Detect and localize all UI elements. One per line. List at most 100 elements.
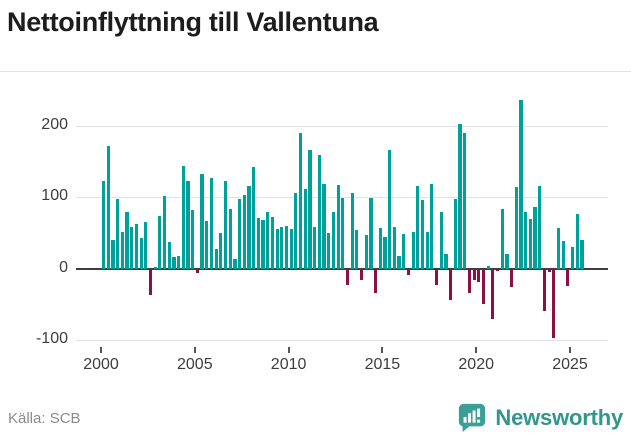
bar-2025-Q2[interactable] [575,213,579,269]
bar-2000-Q3[interactable] [111,240,115,269]
bar-2002-Q2[interactable] [144,222,148,269]
bar-2023-Q4[interactable] [547,269,551,272]
bar-2015-Q4[interactable] [397,255,401,269]
bar-2005-Q3[interactable] [205,220,209,269]
bar-2005-Q1[interactable] [195,269,199,274]
bar-2013-Q2[interactable] [350,192,354,269]
bar-2014-Q1[interactable] [364,235,368,269]
bar-2005-Q2[interactable] [200,173,204,269]
bar-2012-Q3[interactable] [336,185,340,269]
bar-2024-Q1[interactable] [552,269,556,339]
bar-2010-Q1[interactable] [289,229,293,269]
bar-2020-Q4[interactable] [491,269,495,320]
bar-2008-Q4[interactable] [266,212,270,269]
bar-2000-Q1[interactable] [102,181,106,269]
bar-2011-Q3[interactable] [317,155,321,269]
bar-2023-Q3[interactable] [542,269,547,312]
bar-2004-Q4[interactable] [191,210,195,269]
bar-2024-Q2[interactable] [556,227,561,269]
bar-2011-Q2[interactable] [313,226,317,269]
bar-2017-Q4[interactable] [434,269,439,285]
bar-2002-Q4[interactable] [153,267,157,269]
bar-2003-Q4[interactable] [172,257,176,269]
bar-2025-Q1[interactable] [571,246,575,269]
bar-2016-Q4[interactable] [416,186,420,269]
bar-2003-Q1[interactable] [158,215,162,269]
bar-2017-Q3[interactable] [430,184,434,269]
bar-2021-Q4[interactable] [510,269,514,287]
bar-2018-Q4[interactable] [453,199,457,269]
bar-2022-Q2[interactable] [519,99,523,269]
bar-2001-Q4[interactable] [134,224,139,269]
bar-2023-Q2[interactable] [538,186,542,269]
bar-2013-Q4[interactable] [359,269,364,280]
bar-2009-Q1[interactable] [270,216,275,269]
bar-2018-Q1[interactable] [439,212,443,269]
bar-2022-Q3[interactable] [524,212,528,269]
newsworthy-logo-link[interactable]: Newsworthy [457,402,623,433]
bar-2000-Q4[interactable] [116,198,120,269]
bar-2006-Q3[interactable] [223,180,228,269]
bar-2000-Q2[interactable] [106,146,110,269]
bar-2003-Q2[interactable] [162,195,167,269]
bar-2015-Q3[interactable] [392,227,396,269]
bar-2014-Q4[interactable] [378,227,382,269]
bar-2012-Q2[interactable] [331,211,335,269]
bar-2011-Q4[interactable] [322,184,326,269]
bar-2013-Q3[interactable] [355,230,359,269]
bar-2006-Q1[interactable] [214,249,218,269]
bar-2021-Q2[interactable] [500,209,504,269]
bar-2021-Q1[interactable] [495,269,500,272]
bar-2014-Q2[interactable] [369,197,373,269]
bar-2008-Q3[interactable] [261,220,265,269]
bar-2020-Q1[interactable] [477,269,481,282]
bar-2007-Q4[interactable] [247,185,251,269]
bar-2016-Q2[interactable] [406,269,411,275]
bar-2007-Q2[interactable] [238,198,242,269]
bar-2016-Q1[interactable] [402,234,406,269]
bar-2015-Q1[interactable] [383,236,387,269]
bar-2009-Q4[interactable] [284,225,289,269]
bar-2019-Q3[interactable] [467,269,471,294]
bar-2015-Q2[interactable] [388,150,392,269]
bar-2009-Q2[interactable] [275,229,279,269]
bar-2022-Q1[interactable] [514,187,518,269]
bar-2014-Q3[interactable] [374,269,378,294]
bar-2008-Q2[interactable] [256,217,260,269]
bar-2001-Q1[interactable] [120,232,124,269]
bar-2021-Q3[interactable] [505,254,509,269]
bar-2010-Q2[interactable] [294,192,298,269]
bar-2024-Q3[interactable] [561,240,565,269]
bar-2002-Q3[interactable] [148,269,153,296]
bar-2024-Q4[interactable] [566,269,570,287]
bar-2003-Q3[interactable] [167,242,171,269]
bar-2001-Q3[interactable] [130,227,134,269]
bar-2004-Q2[interactable] [181,166,185,269]
bar-2018-Q3[interactable] [449,269,453,300]
bar-2006-Q2[interactable] [219,232,223,269]
bar-2009-Q3[interactable] [280,227,284,269]
bar-2020-Q3[interactable] [486,265,490,269]
bar-2010-Q4[interactable] [303,189,307,269]
bar-2006-Q4[interactable] [228,209,232,269]
bar-2019-Q2[interactable] [463,132,467,269]
bar-2019-Q1[interactable] [458,123,462,269]
bar-2001-Q2[interactable] [125,212,129,269]
bar-2013-Q1[interactable] [345,269,350,285]
bar-2017-Q1[interactable] [420,200,425,269]
bar-2008-Q1[interactable] [252,167,256,269]
bar-2005-Q4[interactable] [209,177,214,269]
bar-2004-Q1[interactable] [177,255,181,269]
bar-2004-Q3[interactable] [186,180,190,269]
bar-2017-Q2[interactable] [425,231,429,269]
bar-2018-Q2[interactable] [444,253,448,269]
bar-2023-Q1[interactable] [533,206,537,269]
bar-2019-Q4[interactable] [472,269,476,281]
bar-2007-Q3[interactable] [242,195,246,269]
bar-2007-Q1[interactable] [233,259,237,269]
bar-2025-Q3[interactable] [580,240,584,269]
bar-2012-Q1[interactable] [327,232,331,269]
bar-2016-Q3[interactable] [411,231,415,269]
bar-2002-Q1[interactable] [139,237,143,269]
bar-2010-Q3[interactable] [298,132,303,269]
